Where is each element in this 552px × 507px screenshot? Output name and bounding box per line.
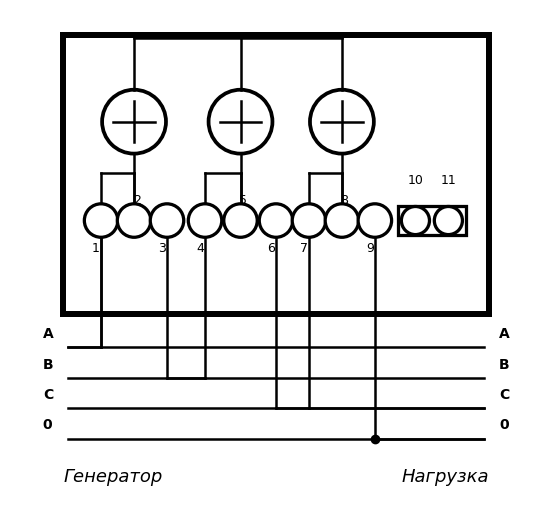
Text: B: B — [43, 357, 54, 372]
Circle shape — [292, 204, 326, 237]
Text: B: B — [498, 357, 509, 372]
Circle shape — [259, 204, 293, 237]
Bar — [63, 35, 489, 314]
Text: 7: 7 — [300, 242, 308, 255]
Text: C: C — [499, 388, 509, 402]
Circle shape — [150, 204, 184, 237]
Text: 0: 0 — [500, 418, 509, 432]
Text: 6: 6 — [267, 242, 275, 255]
Text: A: A — [43, 327, 54, 341]
Circle shape — [84, 204, 118, 237]
Circle shape — [434, 206, 463, 235]
Text: 9: 9 — [366, 242, 374, 255]
Text: Генератор: Генератор — [63, 467, 162, 486]
Circle shape — [118, 204, 151, 237]
Text: 8: 8 — [341, 194, 348, 207]
Circle shape — [102, 90, 166, 154]
Text: 10: 10 — [407, 174, 423, 188]
Circle shape — [310, 90, 374, 154]
Circle shape — [358, 204, 391, 237]
Text: 0: 0 — [43, 418, 52, 432]
Circle shape — [209, 90, 273, 154]
Text: 5: 5 — [239, 194, 247, 207]
Circle shape — [401, 206, 429, 235]
Circle shape — [224, 204, 257, 237]
Circle shape — [325, 204, 359, 237]
Text: 11: 11 — [440, 174, 457, 188]
Bar — [398, 206, 466, 235]
Circle shape — [188, 204, 222, 237]
Text: 1: 1 — [92, 242, 100, 255]
Text: 2: 2 — [132, 194, 141, 207]
Text: Нагрузка: Нагрузка — [401, 467, 489, 486]
Text: A: A — [498, 327, 509, 341]
Text: C: C — [43, 388, 53, 402]
Text: 4: 4 — [196, 242, 204, 255]
Text: 3: 3 — [158, 242, 166, 255]
